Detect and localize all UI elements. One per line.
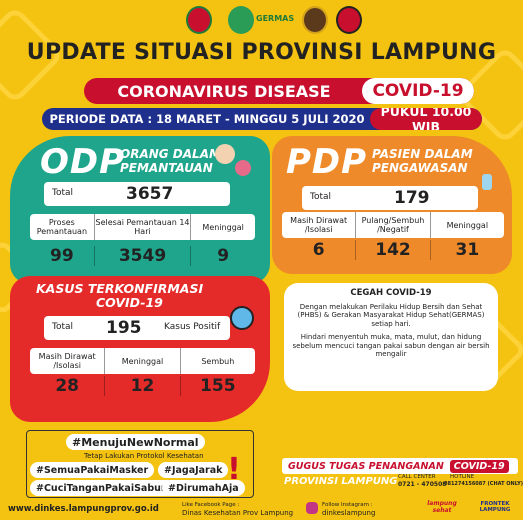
wheelchair-illustration-icon — [230, 306, 254, 330]
lampung-emblem-icon — [186, 6, 212, 34]
odp-col-header: Proses Pemantauan — [30, 214, 95, 240]
kasus-col-header: Sembuh — [201, 356, 235, 366]
gugus-line2: PROVINSI LAMPUNG — [284, 476, 398, 487]
odp-col-header: Selesai Pemantauan 14 Hari — [95, 214, 192, 240]
banner-covid-label: COVID-19 — [362, 78, 474, 104]
kemenkes-logo-icon — [228, 6, 254, 34]
odp-total-box: Total 3657 — [44, 182, 230, 206]
odp-value-row: 99 3549 9 — [30, 246, 255, 266]
hashtag-dirumah: #DirumahAja — [162, 480, 245, 496]
kasus-positif-label: Kasus Positif — [164, 322, 221, 332]
pdp-col-header: Masih Dirawat /Isolasi — [282, 212, 357, 238]
kasus-value: 28 — [30, 376, 106, 396]
gugus-line1: GUGUS TUGAS PENANGANAN COVID-19 — [282, 458, 518, 474]
phone-call-center: 0721 - 470508 — [398, 481, 447, 488]
disease-banner: CORONAVIRUS DISEASE COVID-19 — [84, 78, 474, 104]
pdp-total-box: Total 179 — [302, 186, 478, 210]
odp-total-value: 3657 — [126, 184, 174, 204]
call-center-label: CALL CENTER — [398, 474, 436, 480]
hashtag-main: #MenujuNewNormal — [66, 434, 205, 450]
phone-hotline: 081274156087 (CHAT ONLY) — [444, 481, 523, 487]
gugus-title: GUGUS TUGAS PENANGANAN — [288, 460, 444, 472]
iv-drip-icon — [482, 174, 492, 190]
instagram-handle[interactable]: dinkeslampung — [322, 509, 376, 517]
cegah-paragraph-2: Hindari menyentuh muka, mata, mulut, dan… — [292, 333, 490, 358]
pdp-value: 31 — [455, 240, 480, 260]
kasus-col-header: Meninggal — [105, 348, 181, 374]
gugus-covid: COVID-19 — [449, 459, 509, 473]
period-bar: PERIODE DATA : 18 MARET - MINGGU 5 JULI … — [42, 108, 482, 130]
time-label: PUKUL 10.00 WIB — [370, 108, 482, 130]
kasus-header-row: Masih Dirawat /Isolasi Meninggal Sembuh — [30, 348, 255, 374]
pdp-full-2: PENGAWASAN — [372, 161, 468, 175]
police-logo-icon — [302, 6, 328, 34]
hashtag-masker: #SemuaPakaiMasker — [30, 462, 155, 478]
pdp-value-row: 6 142 31 — [282, 240, 504, 260]
pdp-card: PDP PASIEN DALAM PENGAWASAN Total 179 Ma… — [272, 136, 512, 274]
instagram-icon — [306, 502, 318, 514]
kasus-total-label: Total — [52, 322, 74, 332]
exclamation-icon: ! — [227, 451, 241, 487]
odp-full-2: PEMANTAUAN — [120, 161, 213, 175]
odp-full-1: ORANG DALAM — [120, 147, 221, 161]
period-label: PERIODE DATA : 18 MARET - MINGGU 5 JULI … — [49, 112, 365, 126]
instagram-label: Follow Instagram : — [322, 502, 373, 508]
odp-value: 9 — [217, 246, 230, 266]
pdp-total-value: 179 — [394, 188, 430, 208]
odp-col-header: Meninggal — [202, 222, 244, 232]
website-link[interactable]: www.dinkes.lampungprov.go.id — [8, 504, 159, 514]
kasus-value-row: 28 12 155 — [30, 376, 255, 396]
army-logo-icon — [336, 6, 362, 34]
pdp-abbr: PDP — [286, 142, 368, 182]
frontek-logo: FRONTEK LAMPUNG — [479, 501, 511, 513]
cegah-title: CEGAH COVID-19 — [350, 288, 432, 298]
kasus-title-1: KASUS TERKONFIRMASI — [36, 281, 204, 296]
hotline-label: HOTLINE — [450, 474, 475, 480]
odp-abbr: ODP — [40, 142, 126, 182]
hashtag-main-subtitle: Tetap Lakukan Protokol Kesehatan — [84, 452, 204, 460]
odp-value: 3549 — [95, 246, 192, 266]
cegah-covid-box: CEGAH COVID-19 Dengan melakukan Perilaku… — [284, 283, 498, 391]
banner-disease-label: CORONAVIRUS DISEASE — [117, 81, 331, 101]
odp-total-label: Total — [52, 188, 74, 198]
pdp-col-header: Pulang/Sembuh /Negatif — [356, 212, 431, 238]
doctor-illustration-icon — [215, 144, 235, 164]
pdp-full-1: PASIEN DALAM — [372, 147, 473, 161]
pdp-value: 142 — [356, 240, 431, 260]
germas-logo: GERMAS — [256, 14, 295, 23]
kasus-value: 155 — [200, 376, 236, 396]
facebook-page[interactable]: Dinas Kesehatan Prov Lampung — [182, 509, 294, 517]
kasus-value: 12 — [105, 376, 181, 396]
cegah-paragraph-1: Dengan melakukan Perilaku Hidup Bersih d… — [297, 302, 485, 328]
hashtag-box — [26, 430, 254, 498]
hashtag-cuci-tangan: #CuciTanganPakaiSabun — [30, 480, 174, 496]
pdp-col-header: Meninggal — [446, 220, 489, 230]
page-title: UPDATE SITUASI PROVINSI LAMPUNG — [26, 40, 497, 65]
kasus-total-box: Total 195 Kasus Positif — [44, 316, 230, 340]
kasus-total-value: 195 — [106, 318, 142, 338]
pdp-value: 6 — [282, 240, 357, 260]
pdp-header-row: Masih Dirawat /Isolasi Pulang/Sembuh /Ne… — [282, 212, 504, 238]
odp-value: 99 — [30, 246, 95, 266]
patient-illustration-icon — [235, 160, 251, 176]
odp-header-row: Proses Pemantauan Selesai Pemantauan 14 … — [30, 214, 255, 240]
kasus-card: KASUS TERKONFIRMASI COVID-19 Total 195 K… — [10, 276, 270, 422]
facebook-label: Like Facebook Page : — [182, 502, 240, 508]
hashtag-jaga-jarak: #JagaJarak — [158, 462, 229, 478]
pdp-total-label: Total — [310, 192, 332, 202]
logo-bar: GERMAS — [0, 4, 523, 38]
kasus-col-header: Masih Dirawat /Isolasi — [30, 348, 106, 374]
lampung-sehat-logo: lampung sehat — [427, 500, 457, 514]
odp-card: ODP ORANG DALAM PEMANTAUAN Total 3657 Pr… — [10, 136, 270, 284]
kasus-title-2: COVID-19 — [96, 295, 163, 310]
